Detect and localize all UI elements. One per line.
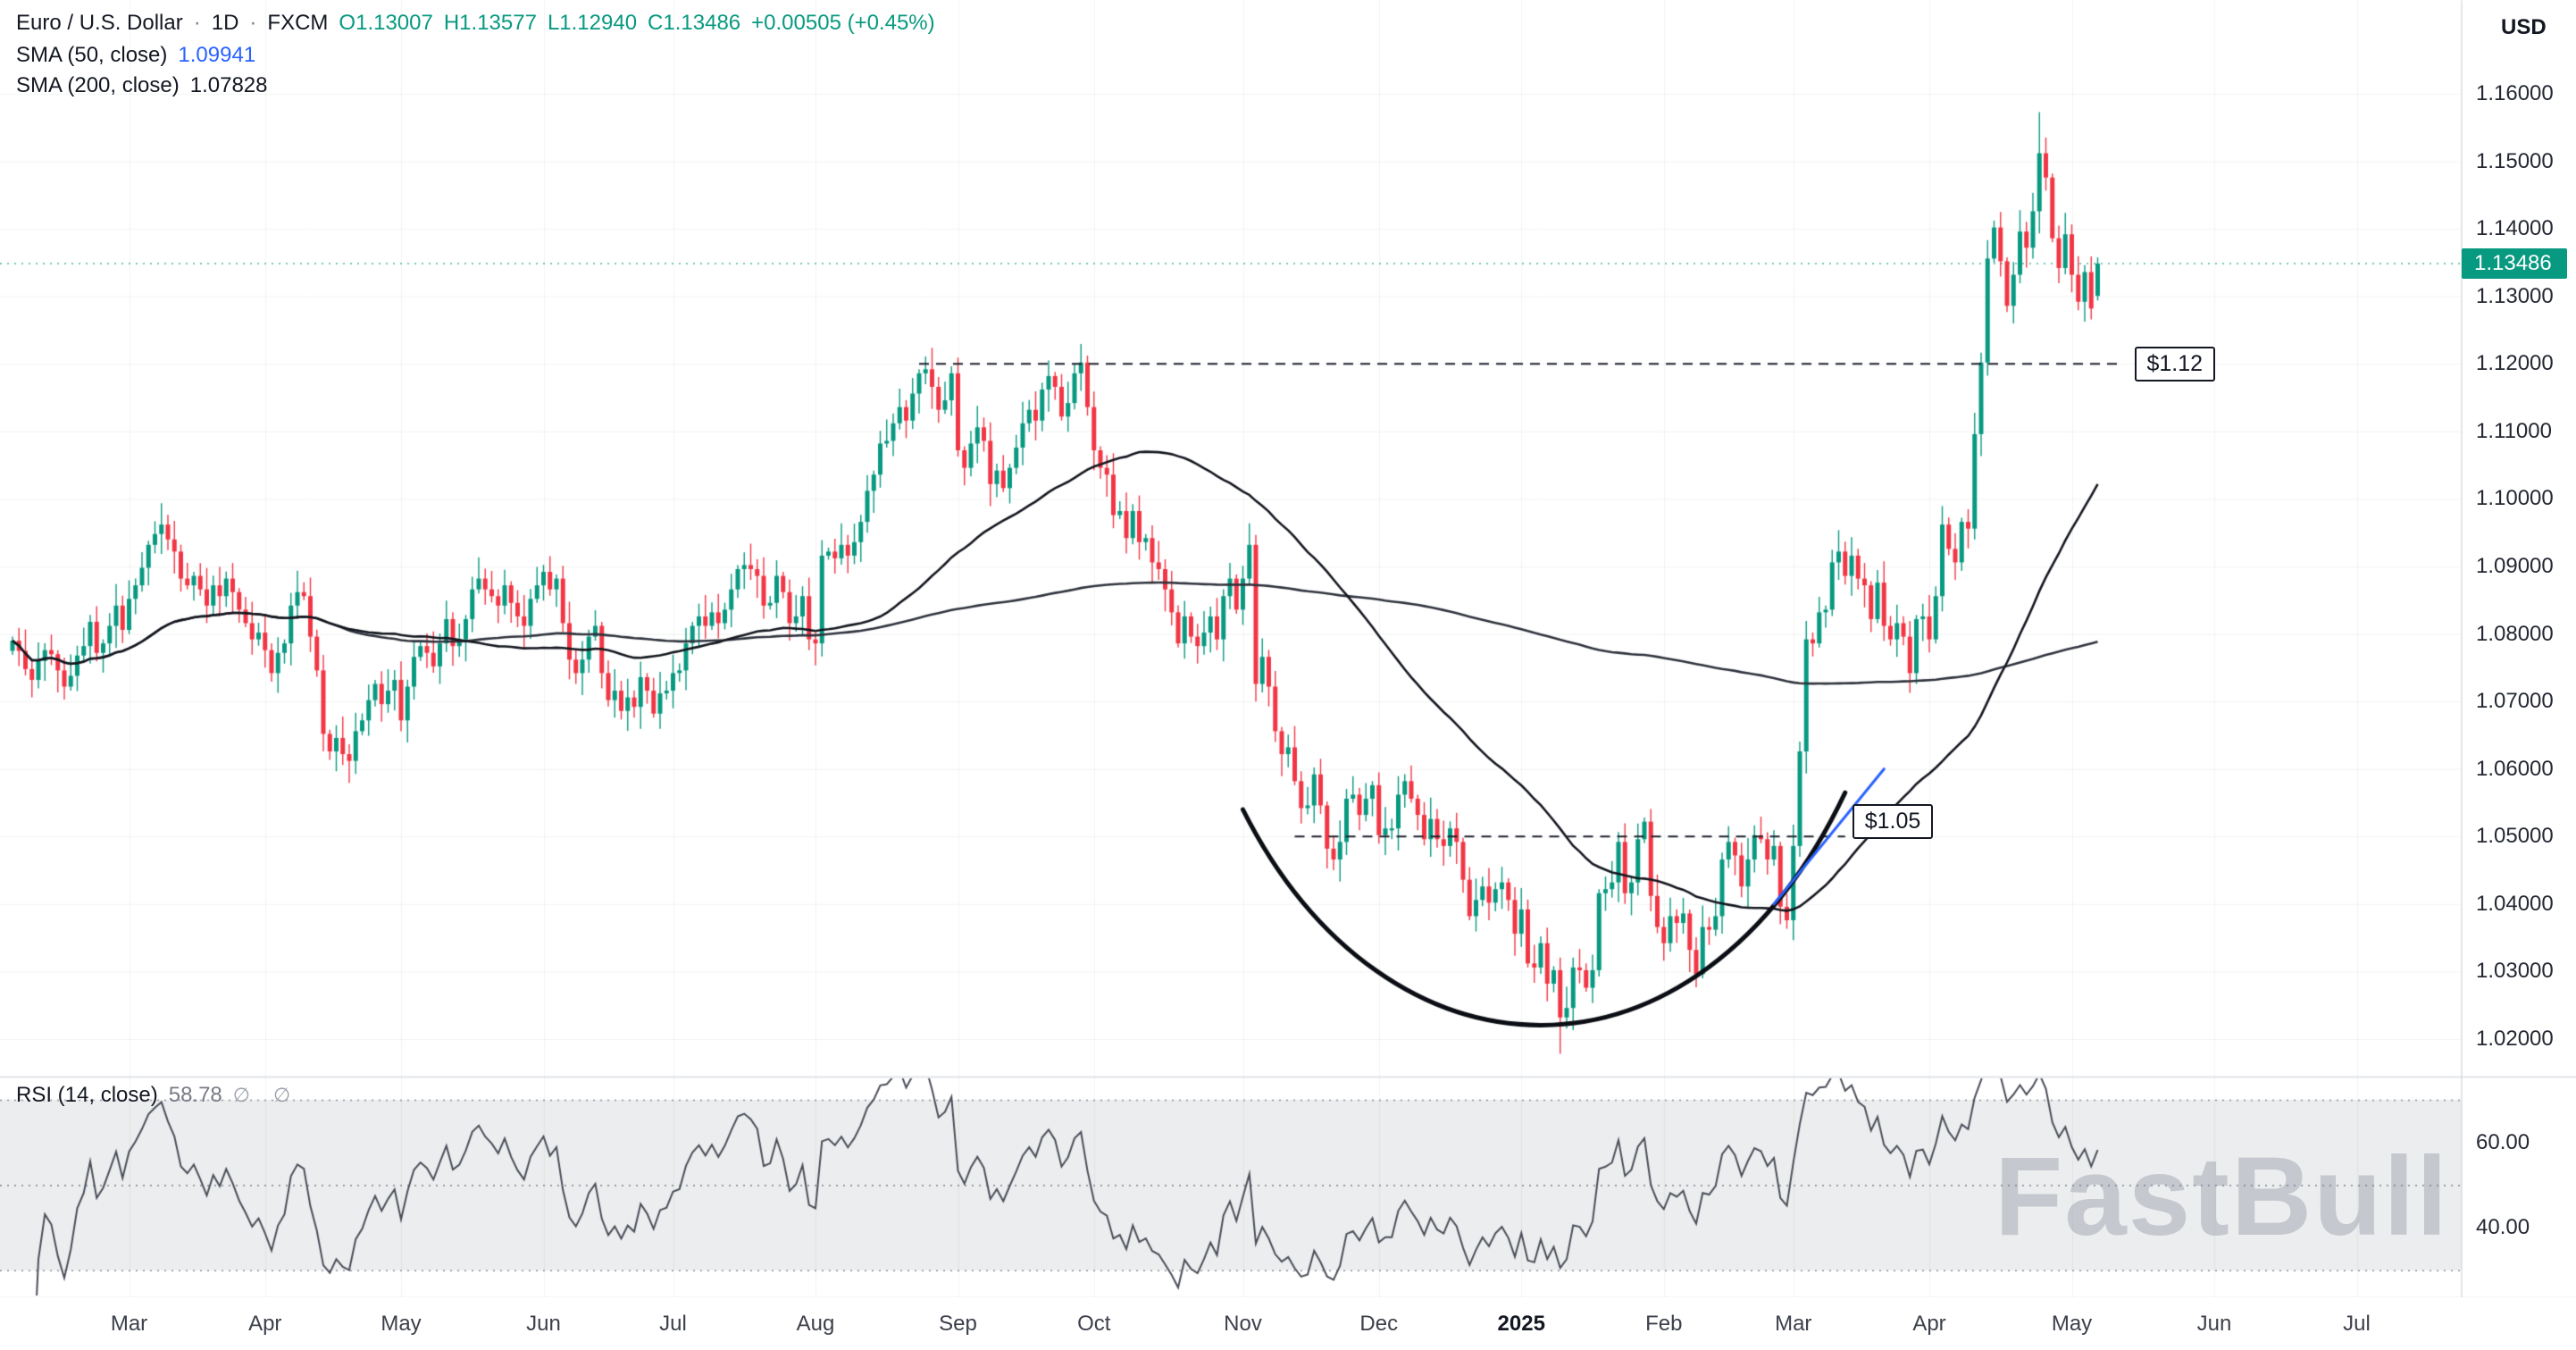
ohlc-high: H1.13577: [443, 11, 537, 35]
price-change: +0.00505 (+0.45%): [751, 11, 935, 35]
ohlc-low: L1.12940: [547, 11, 638, 35]
time-axis-label: Jul: [2343, 1312, 2371, 1336]
ohlc-close: C1.13486: [648, 11, 741, 35]
time-axis-label: Jul: [659, 1312, 687, 1336]
price-axis-label: 1.04000: [2476, 891, 2554, 916]
price-axis-label: 1.13000: [2476, 283, 2554, 308]
sma50-label: SMA (50, close): [16, 43, 168, 67]
timeframe-button[interactable]: 1D: [211, 11, 239, 35]
price-axis-label: 1.09000: [2476, 553, 2554, 578]
price-level-label-1-12[interactable]: $1.12: [2134, 347, 2216, 382]
exchange-label[interactable]: FXCM: [267, 11, 329, 35]
price-axis-label: 1.12000: [2476, 351, 2554, 376]
time-axis-label: Apr: [1912, 1312, 1946, 1336]
rsi-axis-label: 60.00: [2476, 1129, 2530, 1154]
time-axis-label: Jun: [2196, 1312, 2232, 1336]
symbol-title[interactable]: Euro / U.S. Dollar: [16, 11, 183, 35]
sma200-legend[interactable]: SMA (200, close) 1.07828: [16, 73, 279, 98]
price-axis-label: 1.08000: [2476, 621, 2554, 646]
rsi-value: 58.78: [168, 1083, 222, 1107]
fastbull-watermark: FastBull: [1994, 1135, 2449, 1259]
currency-label[interactable]: USD: [2501, 15, 2547, 39]
time-axis-label: Oct: [1077, 1312, 1111, 1336]
time-axis-label: Mar: [1775, 1312, 1812, 1336]
time-axis-label: Apr: [248, 1312, 282, 1336]
sma50-legend[interactable]: SMA (50, close) 1.09941: [16, 43, 266, 68]
ohlc-open: O1.13007: [339, 11, 433, 35]
price-axis-label: 1.05000: [2476, 824, 2554, 849]
price-axis-label: 1.16000: [2476, 81, 2554, 105]
sma200-label: SMA (200, close): [16, 73, 180, 97]
rsi-legend-icons[interactable]: ∅ ∅: [232, 1084, 300, 1106]
time-axis-label: Mar: [110, 1312, 148, 1336]
separator-dot: ·: [249, 11, 257, 35]
price-axis-label: 1.11000: [2476, 418, 2552, 443]
price-axis-label: 1.14000: [2476, 216, 2554, 241]
price-level-label-1-05[interactable]: $1.05: [1852, 804, 1934, 840]
price-axis[interactable]: USD 1.16000 1.15000 1.14000 1.13000 1.12000 1…: [2462, 0, 2576, 1297]
time-axis-label: 2025: [1497, 1312, 1545, 1336]
sma50-value: 1.09941: [178, 43, 256, 67]
separator-dot: ·: [193, 11, 201, 35]
price-axis-label: 1.02000: [2476, 1026, 2554, 1051]
rsi-legend[interactable]: RSI (14, close) 58.78 ∅ ∅: [16, 1083, 310, 1108]
time-axis-label: Dec: [1359, 1312, 1399, 1336]
price-axis-label: 1.07000: [2476, 689, 2554, 714]
last-price-badge: 1.13486: [2462, 247, 2567, 279]
time-axis[interactable]: Mar Apr May Jun Jul Aug Sep Oct Nov Dec 2025 Feb Mar…: [0, 1297, 2576, 1350]
time-axis-label: Aug: [796, 1312, 835, 1336]
time-axis-label: Sep: [939, 1312, 977, 1336]
price-axis-label: 1.03000: [2476, 959, 2554, 984]
price-axis-label: 1.15000: [2476, 148, 2554, 173]
time-axis-label: Jun: [526, 1312, 561, 1336]
time-axis-label: May: [2051, 1312, 2093, 1336]
price-axis-label: 1.10000: [2476, 486, 2554, 511]
symbol-legend: Euro / U.S. Dollar · 1D · FXCM O1.13007 …: [16, 11, 946, 36]
time-axis-label: May: [381, 1312, 422, 1336]
rsi-axis-label: 40.00: [2476, 1215, 2530, 1240]
price-axis-label: 1.06000: [2476, 756, 2554, 781]
sma200-value: 1.07828: [189, 73, 268, 97]
time-axis-label: Nov: [1224, 1312, 1262, 1336]
time-axis-label: Feb: [1645, 1312, 1683, 1336]
rsi-label: RSI (14, close): [16, 1083, 158, 1107]
